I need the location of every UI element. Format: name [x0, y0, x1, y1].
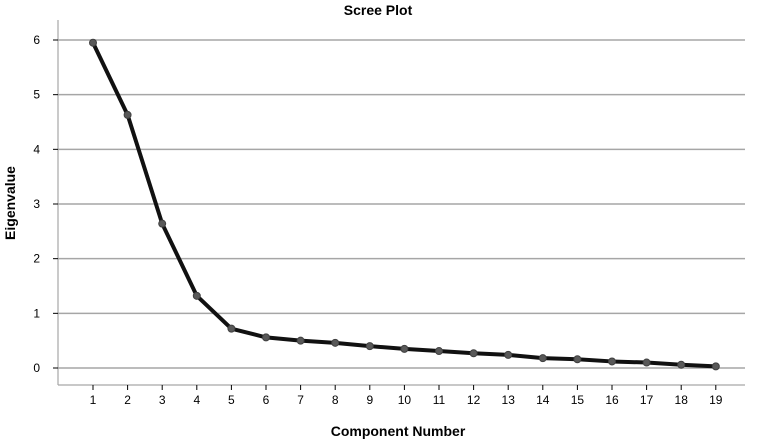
x-tick-label-4: 4 [193, 393, 200, 407]
x-tick-label-2: 2 [124, 393, 131, 407]
y-tick-label-1: 1 [33, 306, 40, 320]
data-point-12 [469, 349, 478, 358]
data-point-15 [573, 355, 582, 364]
x-tick-label-10: 10 [398, 393, 412, 407]
x-tick-label-7: 7 [297, 393, 304, 407]
x-tick-label-19: 19 [709, 393, 723, 407]
data-point-18 [677, 360, 686, 369]
data-point-17 [642, 358, 651, 367]
y-tick-label-0: 0 [33, 361, 40, 375]
data-point-19 [711, 362, 720, 371]
x-tick-label-14: 14 [536, 393, 550, 407]
data-point-4 [192, 291, 201, 300]
data-point-8 [331, 338, 340, 347]
data-point-3 [158, 219, 167, 228]
grid-layer [58, 39, 745, 369]
x-tick-label-13: 13 [502, 393, 516, 407]
data-point-13 [504, 350, 513, 359]
chart-title: Scree Plot [344, 2, 413, 18]
x-tick-label-11: 11 [433, 393, 446, 407]
y-axis-label: Eigenvalue [2, 166, 18, 240]
y-tick-label-3: 3 [33, 197, 40, 211]
x-tick-label-6: 6 [263, 393, 270, 407]
data-point-2 [123, 110, 132, 119]
data-point-5 [227, 324, 236, 333]
x-tick-label-1: 1 [90, 393, 97, 407]
x-tick-label-3: 3 [159, 393, 166, 407]
data-point-11 [435, 347, 443, 356]
x-tick-label-15: 15 [571, 393, 585, 407]
axis-layer [57, 20, 745, 386]
x-tick-label-18: 18 [675, 393, 689, 407]
y-tick-label-5: 5 [33, 88, 40, 102]
data-point-10 [400, 344, 409, 353]
x-tick-label-9: 9 [366, 393, 373, 407]
y-tick-label-4: 4 [33, 142, 40, 156]
x-tick-label-16: 16 [605, 393, 619, 407]
data-point-16 [608, 357, 616, 366]
y-tick-label-6: 6 [33, 33, 40, 47]
data-point-1 [89, 38, 97, 47]
data-point-7 [296, 336, 305, 345]
data-point-9 [365, 342, 374, 351]
x-axis-label: Component Number [331, 423, 466, 439]
x-tick-label-5: 5 [228, 393, 235, 407]
series-layer [89, 38, 720, 371]
x-tick-label-17: 17 [640, 393, 654, 407]
y-tick-label-2: 2 [33, 252, 40, 266]
x-tick-label-8: 8 [332, 393, 339, 407]
data-point-14 [538, 354, 547, 363]
data-point-6 [262, 333, 270, 342]
x-tick-label-12: 12 [467, 393, 481, 407]
